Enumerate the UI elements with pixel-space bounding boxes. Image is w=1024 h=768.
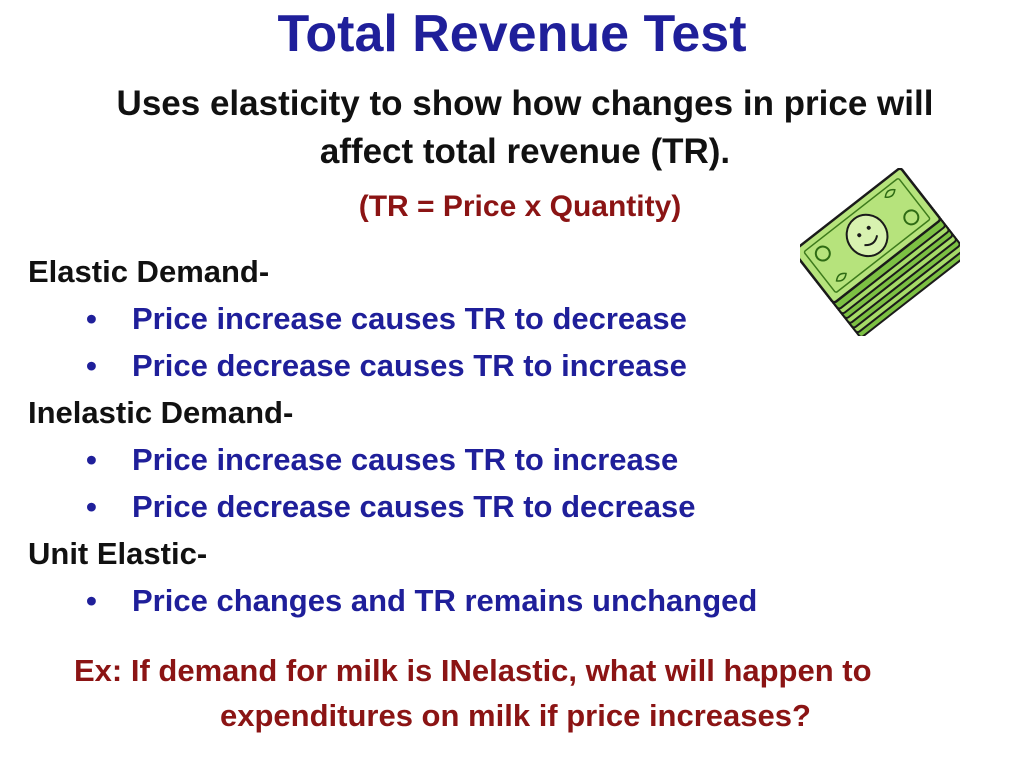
bullet-text: Price increase causes TR to decrease (132, 301, 687, 336)
bullet-text: Price changes and TR remains unchanged (132, 583, 758, 618)
example-question: Ex: If demand for milk is INelastic, wha… (60, 648, 990, 738)
slide-subtitle: Uses elasticity to show how changes in p… (60, 80, 990, 175)
list-item: • Price increase causes TR to increase (28, 436, 828, 483)
section-elastic-demand: Elastic Demand- • Price increase causes … (28, 248, 828, 389)
bullet-icon: • (86, 442, 97, 477)
money-stack-icon (800, 168, 960, 336)
subtitle-line-1: Uses elasticity to show how changes in p… (116, 84, 934, 123)
example-line-2: expenditures on milk if price increases? (220, 698, 811, 733)
tr-formula: (TR = Price x Quantity) (358, 190, 682, 223)
list-item: • Price decrease causes TR to decrease (28, 483, 828, 530)
list-item: • Price changes and TR remains unchanged (28, 577, 828, 624)
bullet-text: Price decrease causes TR to increase (132, 348, 687, 383)
bullet-icon: • (86, 301, 97, 336)
list-item: • Price increase causes TR to decrease (28, 295, 828, 342)
bullet-icon: • (86, 583, 97, 618)
bullet-icon: • (86, 489, 97, 524)
example-line-1: Ex: If demand for milk is INelastic, wha… (74, 653, 872, 688)
subtitle-line-2: affect total revenue (TR). (319, 131, 731, 171)
section-heading: Inelastic Demand- (28, 395, 294, 430)
elasticity-sections: Elastic Demand- • Price increase causes … (28, 248, 828, 624)
bullet-text: Price decrease causes TR to decrease (132, 489, 696, 524)
section-inelastic-demand: Inelastic Demand- • Price increase cause… (28, 389, 828, 530)
section-unit-elastic: Unit Elastic- • Price changes and TR rem… (28, 530, 828, 624)
section-heading: Elastic Demand- (28, 254, 270, 289)
bullet-text: Price increase causes TR to increase (132, 442, 679, 477)
bullet-icon: • (86, 348, 97, 383)
list-item: • Price decrease causes TR to increase (28, 342, 828, 389)
section-heading: Unit Elastic- (28, 536, 208, 571)
slide-title: Total Revenue Test (277, 5, 747, 63)
